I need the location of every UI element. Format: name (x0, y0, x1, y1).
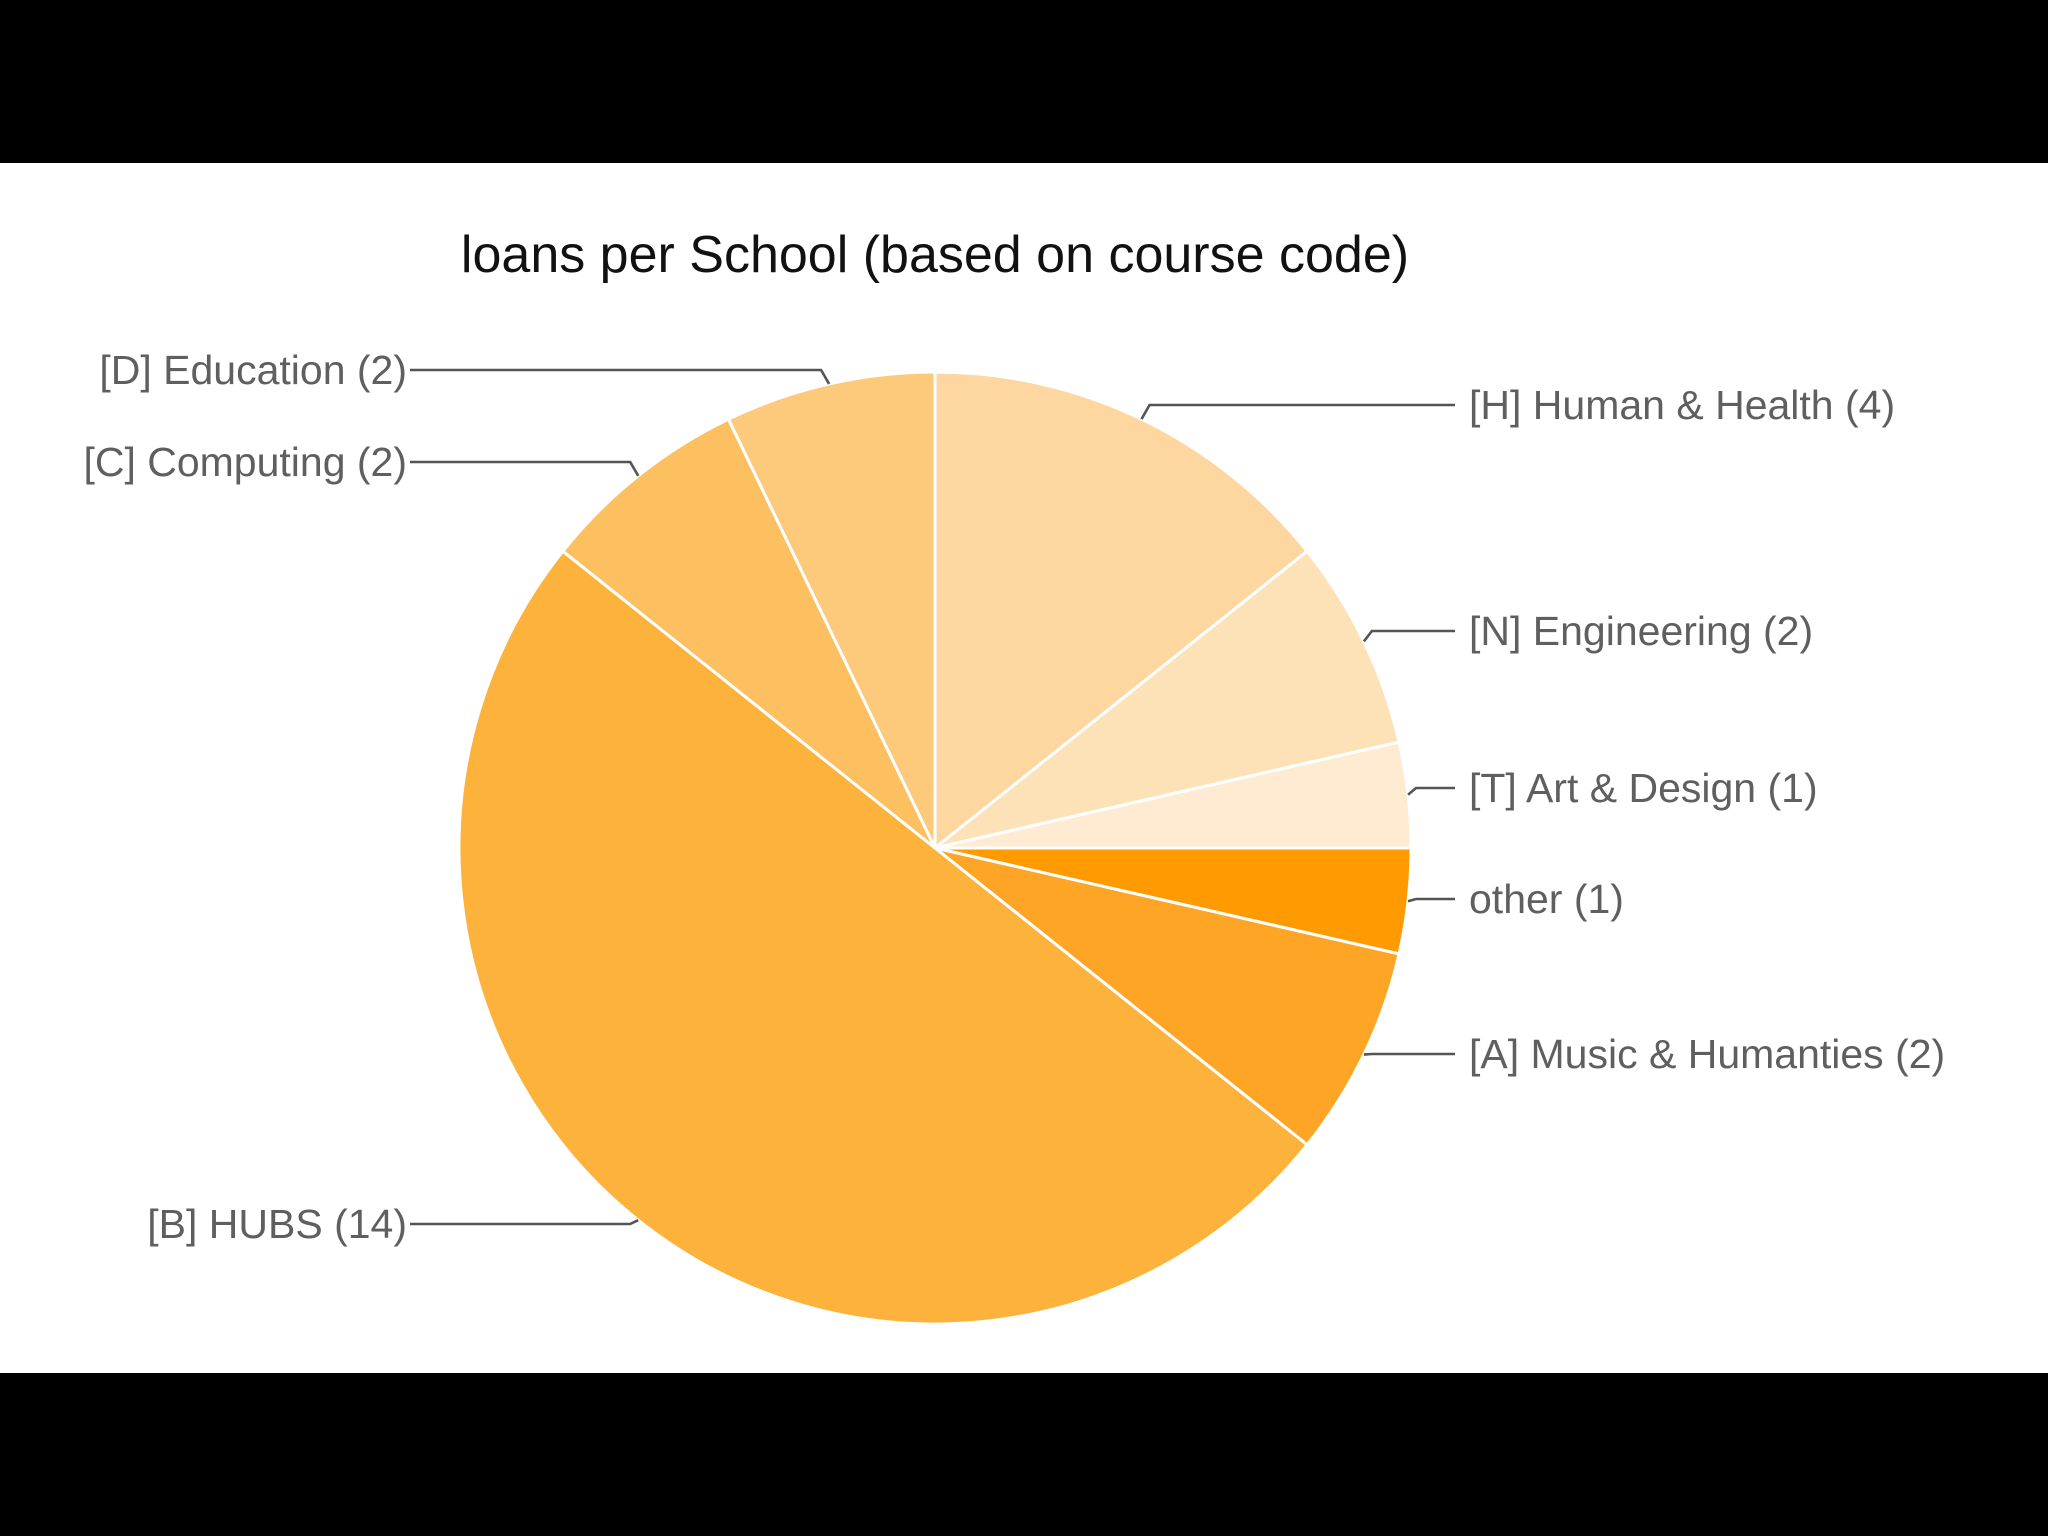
leader-line (1362, 629, 1455, 643)
slice-label: [H] Human & Health (4) (1469, 382, 1895, 428)
leader-line (1407, 786, 1455, 796)
leader-line (410, 460, 640, 477)
pie-slice (933, 370, 1310, 852)
leader-line (1140, 403, 1455, 420)
leader-line (410, 1218, 639, 1226)
pie-slice (458, 549, 1310, 1325)
leader-line (1363, 1052, 1455, 1056)
chart-title: loans per School (based on course code) (461, 226, 1409, 284)
slice-label: [A] Music & Humanties (2) (1469, 1031, 1945, 1077)
slice-label: [D] Education (2) (99, 347, 407, 393)
leader-line (410, 368, 831, 385)
slice-label: other (1) (1469, 876, 1624, 922)
leader-line (1407, 897, 1455, 903)
slice-labels: [H] Human & Health (4) [N] Engineering (2… (83, 347, 1945, 1247)
slice-label: [B] HUBS (14) (147, 1201, 407, 1247)
pie-slice (560, 417, 937, 850)
leader-lines (410, 368, 1455, 1226)
slice-label: [N] Engineering (2) (1469, 608, 1813, 654)
slice-label: [C] Computing (2) (83, 439, 407, 485)
pie-slices (458, 370, 1413, 1325)
slice-label: [T] Art & Design (1) (1469, 765, 1818, 811)
